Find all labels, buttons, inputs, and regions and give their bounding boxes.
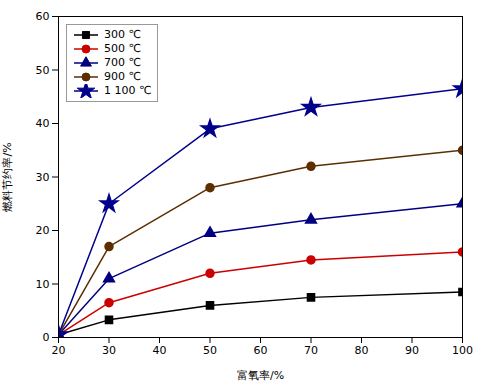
svg-text:50: 50 <box>36 64 50 77</box>
html-text:500 ℃: 500 ℃ <box>104 42 141 56</box>
html-text:900 ℃: 900 ℃ <box>104 70 141 84</box>
svg-text:40: 40 <box>153 344 167 357</box>
svg-text:0: 0 <box>43 331 50 344</box>
svg-text:富氧率/%: 富氧率/% <box>237 369 284 381</box>
svg-text:60: 60 <box>254 344 268 357</box>
svg-text:100: 100 <box>452 344 473 357</box>
svg-text:20: 20 <box>36 224 50 237</box>
svg-text:10: 10 <box>36 278 50 291</box>
html-text:1 100 ℃: 1 100 ℃ <box>104 84 152 98</box>
svg-text:80: 80 <box>355 344 369 357</box>
svg-text:40: 40 <box>36 117 50 130</box>
html-text:300 ℃: 300 ℃ <box>104 28 141 42</box>
svg-text:50: 50 <box>203 344 217 357</box>
svg-text:30: 30 <box>36 171 50 184</box>
html-text:700 ℃: 700 ℃ <box>104 56 141 70</box>
svg-text:60: 60 <box>36 10 50 23</box>
svg-text:燃料节约率/%: 燃料节约率/% <box>1 142 14 211</box>
svg-text:70: 70 <box>304 344 318 357</box>
svg-text:90: 90 <box>405 344 419 357</box>
svg-text:20: 20 <box>52 344 66 357</box>
svg-text:30: 30 <box>102 344 116 357</box>
